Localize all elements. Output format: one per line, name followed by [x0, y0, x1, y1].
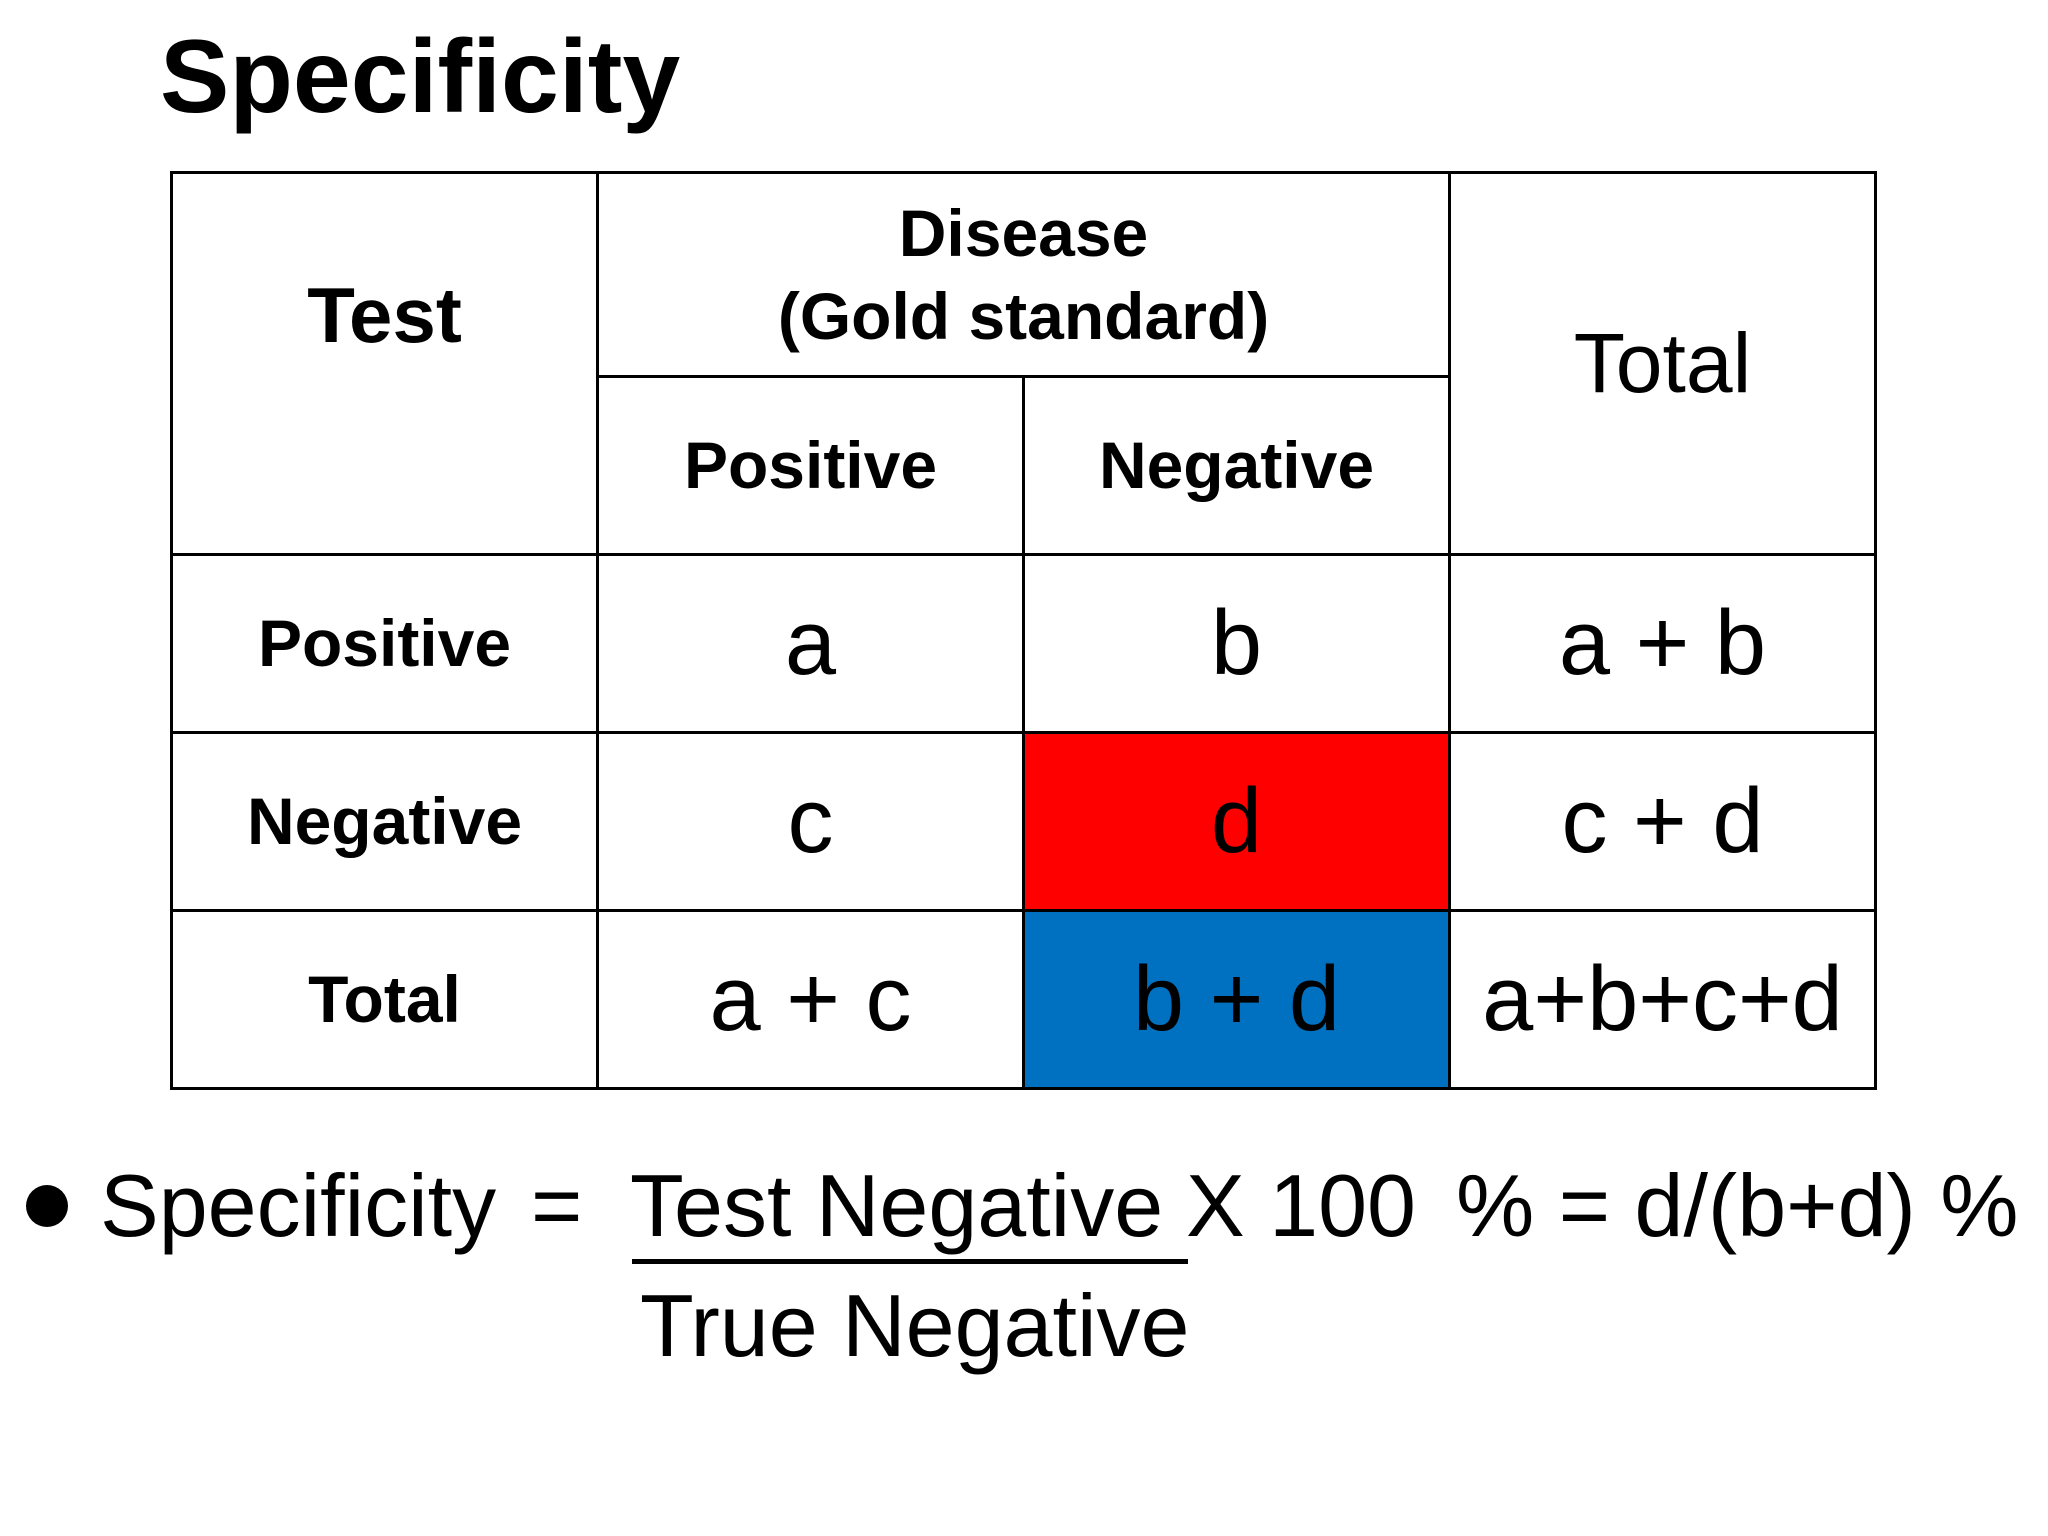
formula-multiplier: X 100 [1186, 1156, 1416, 1255]
cell-b: b [1021, 553, 1452, 734]
header-disease-negative: Negative [1021, 375, 1452, 556]
contingency-table: Test Disease (Gold standard) Total Posit… [170, 171, 1878, 1090]
header-test-cell: Test [170, 171, 599, 556]
header-disease-positive: Positive [596, 375, 1025, 556]
header-disease-cell: Disease (Gold standard) [595, 171, 1452, 378]
formula-equals: = [531, 1156, 583, 1255]
row-label-total: Total [170, 909, 599, 1090]
table-row-test-positive: Positive a b a + b [170, 553, 1878, 734]
header-row-outcomes: Positive Negative [172, 375, 1876, 556]
header-disease-line1: Disease [898, 196, 1149, 270]
header-total-cell: Total [1448, 171, 1878, 556]
cell-c-plus-d: c + d [1448, 731, 1878, 912]
header-disease-line2: (Gold standard) [777, 278, 1270, 353]
cell-grand-total: a+b+c+d [1448, 909, 1878, 1090]
row-label-negative: Negative [170, 731, 599, 912]
table-row-test-negative: Negative c d c + d [170, 731, 1878, 912]
fraction-bar [632, 1259, 1188, 1264]
bullet-icon [26, 1185, 68, 1227]
header-total-label: Total [1573, 316, 1752, 410]
cell-a-plus-b: a + b [1448, 553, 1878, 734]
header-test-label: Test [307, 271, 462, 359]
row-label-positive: Positive [170, 553, 599, 734]
cell-a-plus-c: a + c [596, 909, 1025, 1090]
formula-denominator: True Negative [640, 1276, 1190, 1375]
formula-result: % = d/(b+d) % [1456, 1156, 2019, 1255]
cell-d-true-negative: d [1021, 731, 1452, 912]
specificity-formula: Specificity = Test Negative X 100 % = d/… [26, 1155, 2026, 1415]
cell-a: a [596, 553, 1025, 734]
cell-c: c [596, 731, 1025, 912]
formula-numerator: Test Negative [630, 1156, 1188, 1255]
page-title: Specificity [160, 19, 681, 135]
cell-b-plus-d: b + d [1021, 909, 1452, 1090]
header-row-disease: Test Disease (Gold standard) Total [170, 171, 1878, 556]
formula-label: Specificity [100, 1156, 497, 1255]
table-row-total: Total a + c b + d a+b+c+d [170, 909, 1878, 1090]
